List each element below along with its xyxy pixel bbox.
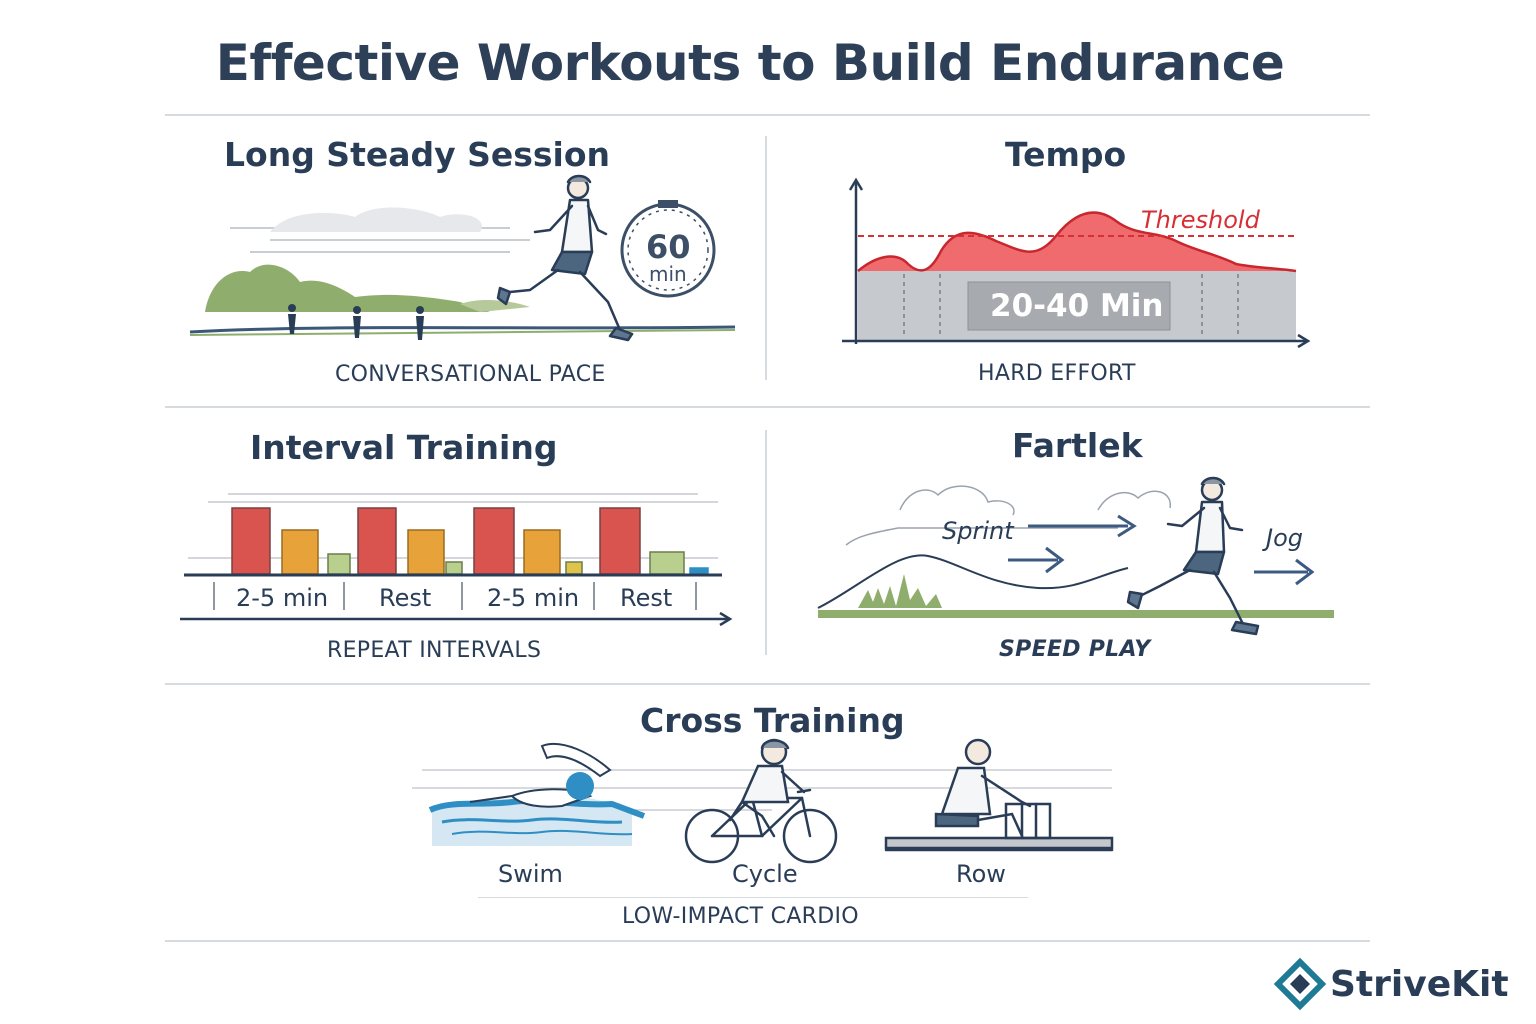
caption-fartlek: SPEED PLAY <box>999 637 1151 662</box>
bar-work-1 <box>231 507 271 575</box>
interval-chart <box>180 493 733 627</box>
terrain-curve <box>817 554 1129 609</box>
divider-vertical-top <box>765 136 767 380</box>
bush <box>460 300 530 312</box>
pace-markers <box>288 304 424 340</box>
segment-label-4: Rest <box>620 584 673 612</box>
bar-work-3 <box>473 507 515 575</box>
divider-lower <box>165 683 1370 685</box>
caption-tempo: HARD EFFORT <box>978 361 1136 386</box>
divider-bottom <box>165 940 1370 942</box>
brand-name: StriveKit <box>1330 963 1509 1005</box>
bar-rest-2 <box>445 561 463 575</box>
swimmer-icon <box>428 742 646 846</box>
bar-rest-1 <box>327 553 351 575</box>
bushes <box>858 574 942 608</box>
bar-rest-3 <box>565 561 583 575</box>
activity-cycle: Cycle <box>732 860 798 888</box>
wind-line <box>845 527 1118 546</box>
tempo-chart <box>842 177 1311 349</box>
stopwatch-value: 60 <box>646 228 691 266</box>
trees <box>205 264 490 312</box>
ground-line <box>189 325 736 334</box>
fartlek-illustration <box>817 476 1334 636</box>
cloud-1 <box>899 485 1015 516</box>
grass-strip <box>818 610 1334 618</box>
cloud <box>270 207 482 232</box>
bar-recover-2 <box>407 529 445 575</box>
runner-icon <box>1126 476 1260 636</box>
bar-recover-3 <box>523 529 561 575</box>
caption-long-steady: CONVERSATIONAL PACE <box>335 362 606 387</box>
bar-work-2 <box>357 507 397 575</box>
interval-bars <box>231 507 709 575</box>
sprint-label: Sprint <box>942 517 1014 545</box>
long-steady-illustration <box>189 174 736 342</box>
section-title-long-steady: Long Steady Session <box>224 135 611 174</box>
page-title: Effective Workouts to Build Endurance <box>215 34 1285 92</box>
cloud-2 <box>1097 490 1171 511</box>
brand-mark-icon <box>1273 957 1327 1011</box>
bar-recover-1 <box>281 529 319 575</box>
section-title-fartlek: Fartlek <box>1012 426 1143 465</box>
bar-end <box>689 567 709 575</box>
cross-training-illustration <box>412 738 1114 864</box>
duration-label: 20-40 Min <box>990 288 1164 324</box>
jog-label: Jog <box>1266 524 1303 552</box>
divider-cross <box>478 897 1028 898</box>
caption-cross: LOW-IMPACT CARDIO <box>622 904 859 929</box>
segment-label-1: 2-5 min <box>236 584 329 612</box>
activity-row: Row <box>956 860 1006 888</box>
runner-icon <box>496 174 634 342</box>
activity-swim: Swim <box>498 860 563 888</box>
section-title-cross: Cross Training <box>640 701 905 740</box>
cyclist-icon <box>684 738 838 864</box>
stopwatch-icon <box>620 200 716 298</box>
duration-box <box>967 281 1171 331</box>
segment-ticks <box>213 582 697 610</box>
section-title-interval: Interval Training <box>250 428 558 467</box>
divider-middle <box>165 406 1370 408</box>
bar-work-4 <box>599 507 641 575</box>
stopwatch-unit: min <box>649 262 687 286</box>
segment-label-3: 2-5 min <box>487 584 580 612</box>
segment-label-2: Rest <box>379 584 432 612</box>
band-dividers <box>903 274 1239 338</box>
rower-icon <box>884 738 1114 852</box>
threshold-label: Threshold <box>1141 206 1260 234</box>
brand-logo: StriveKit <box>1273 957 1509 1011</box>
bar-rest-4 <box>649 551 685 575</box>
caption-interval: REPEAT INTERVALS <box>327 638 542 663</box>
effort-area <box>858 212 1296 271</box>
section-title-tempo: Tempo <box>1005 135 1127 174</box>
divider-vertical-middle <box>765 430 767 655</box>
divider-top <box>165 114 1370 116</box>
